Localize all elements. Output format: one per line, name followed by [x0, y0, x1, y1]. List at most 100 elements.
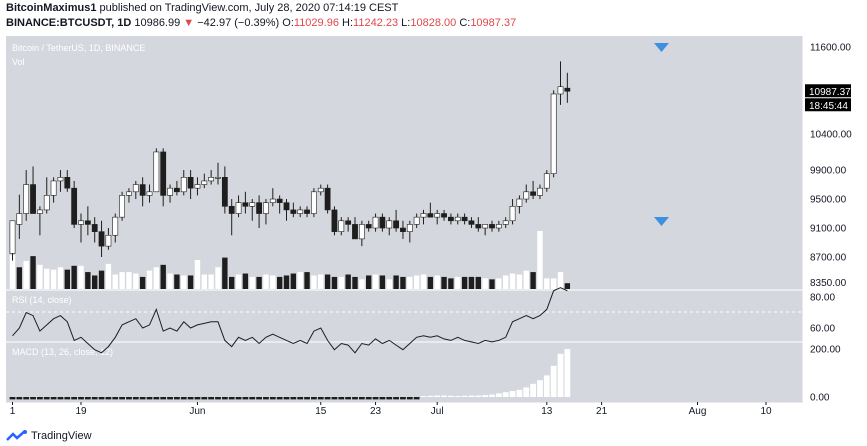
macd-bar [30, 397, 36, 400]
macd-bar [50, 397, 57, 400]
candle-body [221, 177, 228, 207]
high-value: 11242.23 [353, 17, 399, 29]
macd-bar [448, 395, 454, 397]
volume-bar [372, 274, 379, 289]
x-tick-label: Jun [189, 406, 205, 417]
volume-bar [270, 275, 276, 289]
volume-bar [537, 231, 543, 289]
macd-bar [290, 397, 297, 400]
macd-bar [235, 397, 242, 400]
price-tick-label: 9100.00 [810, 224, 847, 235]
macd-bar [406, 397, 413, 400]
author-name[interactable]: BitcoinMaximus1 [6, 2, 97, 14]
candle-body [208, 177, 215, 182]
price-tick-label: 8700.00 [810, 253, 847, 264]
candle-body [537, 187, 543, 196]
candle-body [379, 216, 386, 229]
candle-body [180, 177, 187, 193]
candle-body [461, 216, 468, 222]
volume-bar [318, 274, 324, 289]
macd-tick-label: 200.00 [810, 345, 841, 356]
macd-bar [400, 397, 406, 400]
candle-body [386, 220, 393, 229]
volume-bar [455, 276, 461, 289]
volume-bar [496, 278, 502, 289]
low-value: 10828.00 [410, 17, 457, 29]
rsi-tick-label: 80.00 [810, 293, 835, 304]
candle-body [482, 224, 489, 229]
macd-bar [516, 389, 523, 397]
macd-bar [550, 365, 557, 397]
volume-bar [359, 279, 365, 289]
symbol-name: BINANCE:BTCUSDT, 1D [6, 17, 132, 29]
candle-body [393, 220, 399, 229]
volume-bar [434, 275, 440, 289]
volume-bar [345, 274, 351, 289]
candle-body [345, 220, 352, 225]
macd-bar [160, 397, 167, 400]
candle-body [84, 220, 91, 225]
candle-body [228, 205, 235, 214]
x-tick-label: 1 [10, 406, 16, 417]
volume-bar [297, 272, 303, 289]
volume-bar [16, 267, 23, 289]
rsi-tick-label: 60.00 [810, 324, 835, 335]
macd-bar [345, 397, 352, 400]
volume-bar [85, 272, 91, 289]
macd-bar [537, 380, 543, 397]
volume-bar [482, 278, 488, 289]
macd-bar [523, 387, 530, 397]
macd-bar [201, 397, 208, 400]
volume-bar [523, 270, 529, 289]
volume-bar [331, 276, 338, 289]
candle-body [269, 198, 276, 203]
price-tick-label: 8350.00 [810, 278, 847, 289]
volume-bar [544, 278, 550, 289]
volume-bar [50, 269, 57, 289]
candle-body [543, 173, 550, 189]
volume-bar [9, 255, 16, 289]
macd-bar [365, 397, 372, 400]
volume-bar [153, 267, 160, 289]
down-arrow-icon: ▼ [183, 17, 195, 29]
macd-bar [242, 397, 249, 400]
macd-bar [146, 397, 153, 400]
candle-body [167, 187, 173, 196]
macd-bar [495, 393, 502, 397]
triangle-down-icon [654, 43, 669, 52]
candle-body [9, 220, 16, 254]
macd-bar [249, 397, 256, 400]
candle-body [489, 224, 495, 229]
macd-bar [338, 397, 345, 400]
macd-bar [126, 397, 132, 400]
candle-body [475, 224, 482, 229]
volume-bar [78, 265, 84, 289]
triangle-down-icon [654, 217, 669, 226]
candle-body [352, 224, 358, 240]
volume-bar [105, 263, 112, 289]
candle-body [530, 191, 536, 196]
macd-bar [454, 396, 461, 397]
footer: TradingView [6, 430, 92, 442]
macd-bar [57, 397, 64, 400]
macd-bar [37, 397, 43, 400]
candle-body [495, 224, 502, 229]
candle-body [112, 216, 119, 236]
candle-body [283, 202, 290, 211]
volume-bar [557, 272, 564, 289]
macd-bar [304, 397, 310, 400]
open-label: O: [282, 17, 294, 29]
candle-body [126, 191, 132, 196]
candle-body [365, 224, 372, 229]
macd-bar [413, 397, 420, 400]
macd-bar [16, 397, 23, 400]
candle-body [413, 216, 420, 225]
macd-bar [98, 397, 105, 400]
x-tick-label: 15 [315, 406, 327, 417]
price-tick-label: 11600.00 [810, 42, 851, 53]
candle-body [235, 202, 242, 214]
volume-bar [92, 275, 98, 289]
tradingview-logo-icon [6, 430, 27, 441]
candle-body [358, 224, 365, 240]
